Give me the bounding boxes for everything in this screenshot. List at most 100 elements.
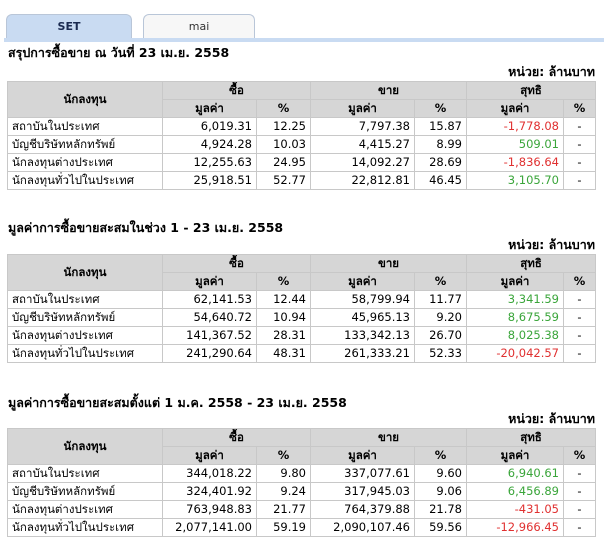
- table-row: นักลงทุนต่างประเทศ 763,948.83 21.77 764,379…: [7, 500, 596, 519]
- buy-pct: 9.80: [256, 464, 311, 483]
- buy-value: 12,255.63: [162, 153, 257, 172]
- investor-name: นักลงทุนต่างประเทศ: [7, 153, 163, 172]
- investor-name: บัญชีบริษัทหลักทรัพย์: [7, 308, 163, 327]
- table-row: นักลงทุนต่างประเทศ 12,255.63 24.95 14,092.2…: [7, 153, 596, 172]
- sell-pct: 28.69: [414, 153, 467, 172]
- buy-value: 54,640.72: [162, 308, 257, 327]
- buy-pct: 28.31: [256, 326, 311, 345]
- header-net: สุทธิ: [466, 81, 596, 100]
- buy-pct: 10.03: [256, 135, 311, 154]
- buy-value: 344,018.22: [162, 464, 257, 483]
- sell-pct: 46.45: [414, 171, 467, 190]
- header-buy-pct: %: [256, 272, 311, 291]
- unit-label-mtd: หน่วย: ล้านบาท: [508, 237, 595, 252]
- table-row: นักลงทุนทั่วไปในประเทศ 241,290.64 48.31 261…: [7, 344, 596, 363]
- market-tabs: SET mai: [4, 14, 604, 42]
- buy-pct: 9.24: [256, 482, 311, 501]
- header-sell-pct: %: [414, 446, 467, 465]
- net-pct: -: [563, 500, 596, 519]
- net-pct: -: [563, 290, 596, 309]
- section-title-ytd: มูลค่าการซื้อขายสะสมตั้งแต่ 1 ม.ค. 2558 …: [8, 395, 347, 410]
- buy-pct: 12.44: [256, 290, 311, 309]
- net-pct: -: [563, 308, 596, 327]
- header-buy: ซื้อ: [162, 428, 311, 447]
- sell-pct: 9.60: [414, 464, 467, 483]
- buy-value: 2,077,141.00: [162, 518, 257, 537]
- sell-pct: 15.87: [414, 117, 467, 136]
- sell-value: 22,812.81: [310, 171, 415, 190]
- header-buy: ซื้อ: [162, 254, 311, 273]
- header-net-value: มูลค่า: [466, 99, 564, 118]
- buy-value: 141,367.52: [162, 326, 257, 345]
- header-sell-value: มูลค่า: [310, 99, 415, 118]
- sell-value: 14,092.27: [310, 153, 415, 172]
- header-net: สุทธิ: [466, 428, 596, 447]
- investor-name: สถาบันในประเทศ: [7, 464, 163, 483]
- header-buy-value: มูลค่า: [162, 272, 257, 291]
- net-pct: -: [563, 326, 596, 345]
- header-investor: นักลงทุน: [7, 428, 163, 465]
- net-value: 509.01: [466, 135, 564, 154]
- section-title-daily: สรุปการซื้อขาย ณ วันที่ 23 เม.ย. 2558: [8, 45, 230, 60]
- header-investor: นักลงทุน: [7, 254, 163, 291]
- sell-value: 764,379.88: [310, 500, 415, 519]
- sell-pct: 59.56: [414, 518, 467, 537]
- header-sell-value: มูลค่า: [310, 446, 415, 465]
- table-row: สถาบันในประเทศ 344,018.22 9.80 337,077.61 9.…: [7, 464, 596, 483]
- sell-value: 7,797.38: [310, 117, 415, 136]
- buy-value: 763,948.83: [162, 500, 257, 519]
- investor-name: สถาบันในประเทศ: [7, 117, 163, 136]
- buy-pct: 52.77: [256, 171, 311, 190]
- investor-name: บัญชีบริษัทหลักทรัพย์: [7, 482, 163, 501]
- net-pct: -: [563, 518, 596, 537]
- header-sell: ขาย: [310, 428, 467, 447]
- investor-name: บัญชีบริษัทหลักทรัพย์: [7, 135, 163, 154]
- sell-value: 261,333.21: [310, 344, 415, 363]
- investor-name: นักลงทุนต่างประเทศ: [7, 326, 163, 345]
- sell-pct: 52.33: [414, 344, 467, 363]
- investor-name: นักลงทุนต่างประเทศ: [7, 500, 163, 519]
- header-investor: นักลงทุน: [7, 81, 163, 118]
- net-value: -1,836.64: [466, 153, 564, 172]
- header-buy-value: มูลค่า: [162, 99, 257, 118]
- header-sell: ขาย: [310, 81, 467, 100]
- sell-pct: 11.77: [414, 290, 467, 309]
- net-value: -12,966.45: [466, 518, 564, 537]
- net-value: -431.05: [466, 500, 564, 519]
- net-value: -20,042.57: [466, 344, 564, 363]
- header-net-pct: %: [563, 272, 596, 291]
- buy-value: 62,141.53: [162, 290, 257, 309]
- tab-set[interactable]: SET: [6, 14, 132, 38]
- buy-value: 6,019.31: [162, 117, 257, 136]
- net-value: 8,675.59: [466, 308, 564, 327]
- unit-label-daily: หน่วย: ล้านบาท: [508, 64, 595, 79]
- sell-pct: 9.06: [414, 482, 467, 501]
- header-buy-pct: %: [256, 446, 311, 465]
- net-value: 6,940.61: [466, 464, 564, 483]
- tab-mai[interactable]: mai: [143, 14, 255, 38]
- investor-name: นักลงทุนทั่วไปในประเทศ: [7, 518, 163, 537]
- net-pct: -: [563, 117, 596, 136]
- buy-pct: 12.25: [256, 117, 311, 136]
- sell-value: 2,090,107.46: [310, 518, 415, 537]
- sell-value: 133,342.13: [310, 326, 415, 345]
- header-net-value: มูลค่า: [466, 272, 564, 291]
- net-pct: -: [563, 482, 596, 501]
- sell-value: 4,415.27: [310, 135, 415, 154]
- net-pct: -: [563, 153, 596, 172]
- header-net-value: มูลค่า: [466, 446, 564, 465]
- tab-underline: [4, 38, 604, 42]
- sell-value: 317,945.03: [310, 482, 415, 501]
- header-sell: ขาย: [310, 254, 467, 273]
- net-value: 3,341.59: [466, 290, 564, 309]
- investor-name: นักลงทุนทั่วไปในประเทศ: [7, 344, 163, 363]
- net-pct: -: [563, 464, 596, 483]
- net-value: 6,456.89: [466, 482, 564, 501]
- header-net-pct: %: [563, 446, 596, 465]
- sell-value: 58,799.94: [310, 290, 415, 309]
- investor-name: นักลงทุนทั่วไปในประเทศ: [7, 171, 163, 190]
- net-value: 3,105.70: [466, 171, 564, 190]
- investor-name: สถาบันในประเทศ: [7, 290, 163, 309]
- header-sell-value: มูลค่า: [310, 272, 415, 291]
- table-row: บัญชีบริษัทหลักทรัพย์ 324,401.92 9.24 317,9…: [7, 482, 596, 501]
